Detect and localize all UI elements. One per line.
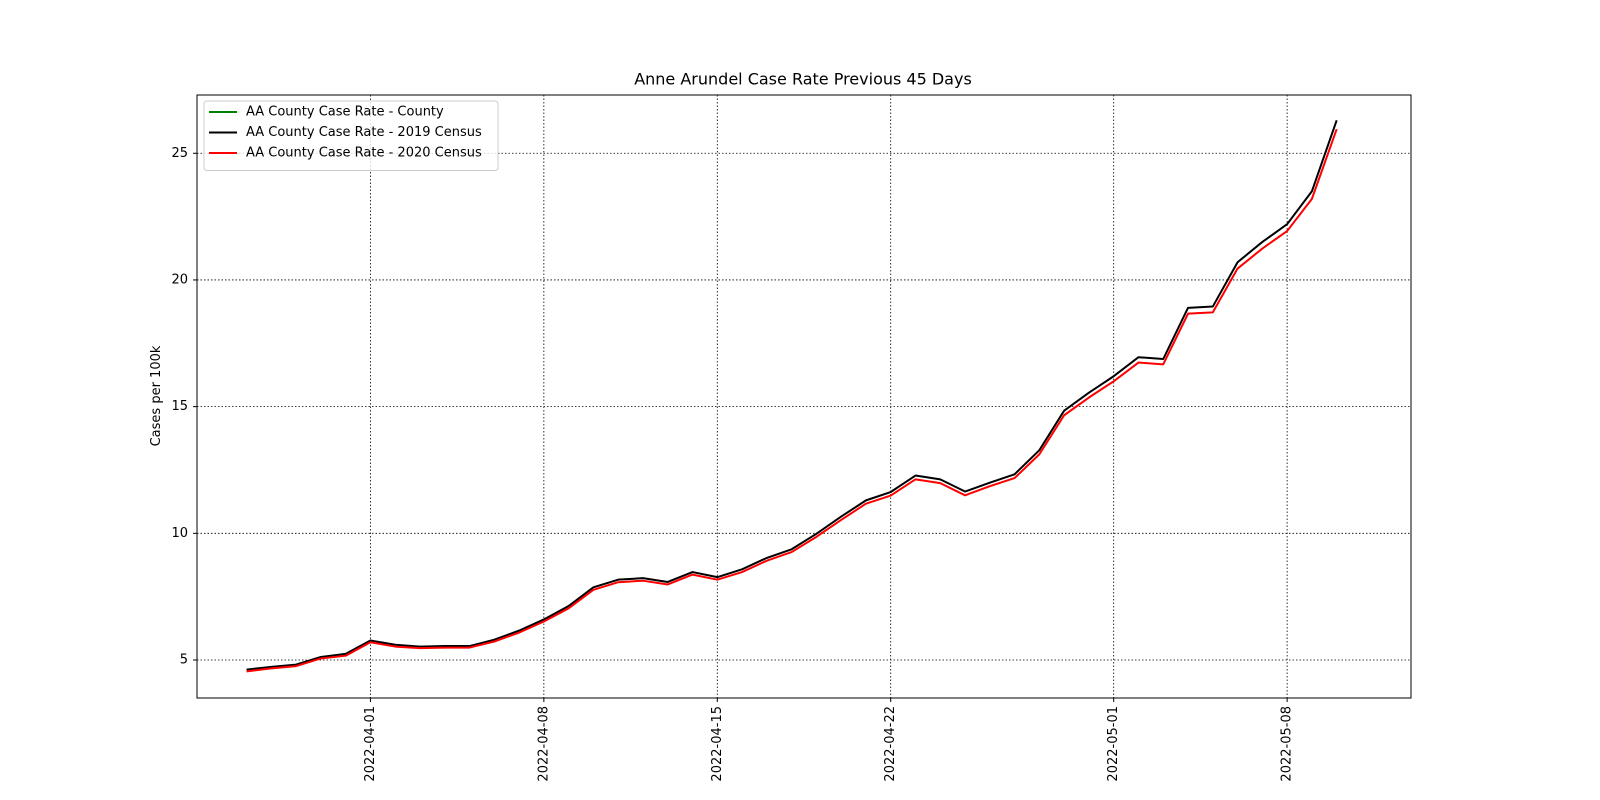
y-tick-label: 5 (180, 652, 188, 667)
y-tick-label: 20 (171, 272, 188, 287)
y-tick-label: 10 (171, 526, 188, 541)
axis-ticks: 5 10 15 20 25 2022-04-01 2022-04-08 2022-04-15 2… (171, 146, 1294, 782)
x-tick-label: 2022-04-15 (710, 706, 725, 782)
gridlines (197, 95, 1411, 698)
legend-entry: AA County Case Rate - 2019 Census (246, 125, 482, 140)
legend-box (203, 100, 499, 171)
x-tick-label: 2022-05-08 (1280, 706, 1295, 782)
x-tick-label: 2022-04-01 (363, 706, 378, 782)
plot-area-frame (196, 94, 1412, 699)
legend-entry: AA County Case Rate - 2020 Census (246, 146, 482, 161)
y-tick-label: 25 (171, 146, 188, 161)
chart-title: Anne Arundel Case Rate Previous 45 Days (634, 70, 972, 89)
series-lines (246, 120, 1338, 673)
legend: AA County Case Rate - County AA County Ca… (203, 100, 499, 171)
x-tick-label: 2022-04-22 (883, 706, 898, 782)
y-tick-label: 15 (171, 399, 188, 414)
y-axis-label: Cases per 100k (149, 345, 164, 446)
x-tick-label: 2022-04-08 (536, 706, 551, 782)
series-line-2 (246, 128, 1338, 673)
x-tick-label: 2022-05-01 (1106, 706, 1121, 782)
series-line-1 (246, 120, 1338, 671)
legend-entry: AA County Case Rate - County (246, 105, 444, 120)
